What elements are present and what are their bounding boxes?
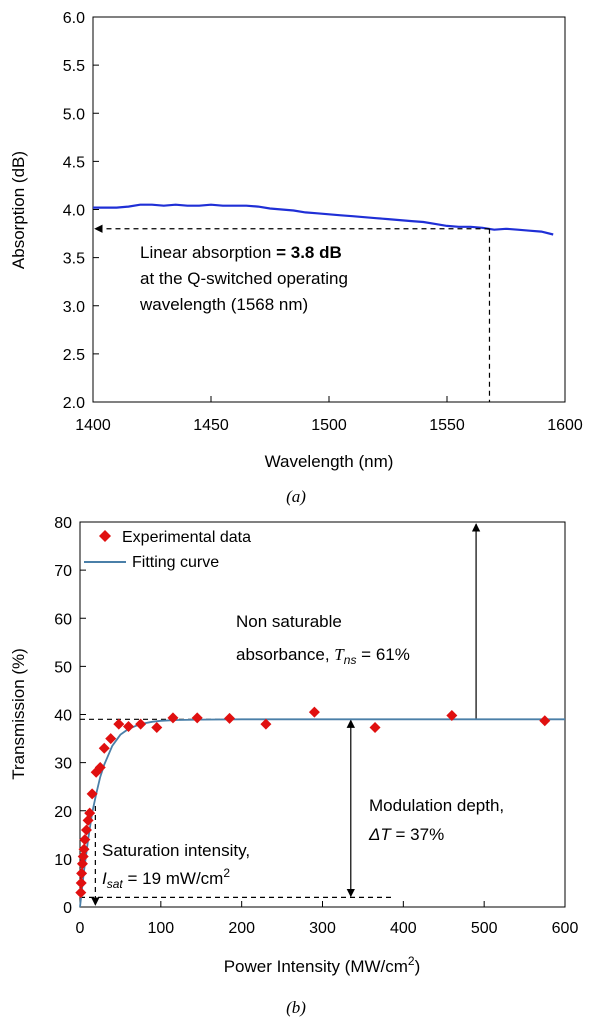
modulation-depth-line2: ΔT = 37% — [368, 825, 444, 844]
chart-b-x-tick-label: 500 — [471, 920, 498, 937]
chart-b-x-axis-label: Power Intensity (MW/cm2) — [224, 954, 421, 976]
experimental-data-point — [79, 834, 91, 846]
experimental-data-point — [260, 718, 272, 730]
experimental-data-point — [76, 858, 88, 870]
chart-b-x-tick-label: 600 — [552, 920, 579, 937]
experimental-data-point — [98, 742, 110, 754]
legend-label-experimental: Experimental data — [122, 529, 251, 546]
chart-b-caption: (b) — [286, 998, 306, 1017]
absorption-line — [93, 203, 554, 236]
chart-b-x-tick-label: 400 — [390, 920, 417, 937]
modulation-depth-line1: Modulation depth, — [369, 796, 504, 815]
experimental-data-point — [123, 721, 134, 733]
experimental-data-point — [75, 877, 87, 889]
chart-b-y-tick-label: 80 — [54, 515, 72, 532]
chart-b-legend: Experimental data Fitting curve — [84, 529, 251, 571]
experimental-data-point — [76, 867, 88, 879]
chart-b-x-tick-label: 100 — [147, 920, 174, 937]
chart-a-x-tick-label: 1550 — [429, 417, 465, 434]
chart-a-y-tick-label: 4.5 — [63, 154, 85, 171]
chart-a-annotation-line2: at the Q-switched operating — [140, 269, 348, 288]
chart-a: 2.0 2.5 3.0 3.5 4.0 4.5 5.0 5.5 6.0 1400 1450 1500… — [9, 10, 583, 506]
chart-a-x-tick-label: 1450 — [193, 417, 229, 434]
chart-a-x-axis-label: Wavelength (nm) — [265, 452, 394, 471]
experimental-data-point — [105, 733, 117, 745]
chart-b-x-tick-label: 0 — [76, 920, 85, 937]
experimental-data-point — [78, 843, 90, 855]
chart-b-y-tick-label: 50 — [54, 659, 72, 676]
experimental-data-point — [446, 709, 458, 721]
chart-b-y-tick-label: 0 — [63, 900, 72, 917]
experimental-data-point — [151, 721, 163, 733]
chart-b-x-tick-label: 200 — [228, 920, 255, 937]
experimental-data-point — [75, 887, 87, 899]
chart-a-x-ticks: 1400 1450 1500 1550 1600 — [75, 396, 583, 434]
chart-a-y-tick-label: 5.0 — [63, 106, 85, 123]
chart-a-y-tick-label: 4.0 — [63, 203, 85, 220]
experimental-data-point — [77, 850, 89, 862]
saturation-intensity-line2: Isat = 19 mW/cm2 — [102, 866, 230, 891]
legend-marker-experimental — [99, 530, 111, 542]
chart-a-x-tick-label: 1400 — [75, 417, 111, 434]
chart-b: 0 10 20 30 40 50 60 70 80 0 100 200 300 400 500 600 Ex… — [9, 515, 578, 1017]
chart-b-y-tick-label: 60 — [54, 611, 72, 628]
chart-a-y-tick-label: 3.0 — [63, 299, 85, 316]
experimental-data-point — [135, 718, 147, 730]
chart-a-y-tick-label: 3.5 — [63, 251, 85, 268]
chart-b-x-ticks: 0 100 200 300 400 500 600 — [76, 901, 579, 937]
experimental-data-point — [167, 712, 179, 724]
saturation-intensity-line1: Saturation intensity, — [102, 841, 250, 860]
experimental-data-point — [84, 807, 96, 819]
chart-b-y-tick-label: 10 — [54, 852, 72, 869]
chart-a-x-tick-label: 1500 — [311, 417, 347, 434]
chart-a-y-tick-label: 6.0 — [63, 10, 85, 27]
chart-a-y-tick-label: 5.5 — [63, 58, 85, 75]
experimental-data-point — [80, 824, 92, 836]
chart-a-y-ticks: 2.0 2.5 3.0 3.5 4.0 4.5 5.0 5.5 6.0 — [63, 10, 99, 412]
experimental-data-point — [113, 718, 125, 730]
experimental-data-point — [82, 814, 94, 826]
experimental-data-point — [308, 706, 320, 718]
chart-b-y-tick-label: 20 — [54, 804, 72, 821]
experimental-data-point — [369, 721, 381, 733]
experimental-data-points — [75, 706, 551, 899]
chart-a-annotation-line1: Linear absorption = 3.8 dB — [140, 243, 342, 262]
chart-a-y-tick-label: 2.5 — [63, 347, 85, 364]
experimental-data-point — [191, 712, 203, 724]
chart-a-frame — [92, 16, 566, 403]
experimental-data-point — [94, 761, 106, 773]
chart-b-x-tick-label: 300 — [309, 920, 336, 937]
chart-b-y-ticks: 0 10 20 30 40 50 60 70 80 — [54, 515, 86, 917]
legend-label-fitting: Fitting curve — [132, 554, 219, 571]
chart-a-y-tick-label: 2.0 — [63, 395, 85, 412]
chart-a-annotation-line3: wavelength (1568 nm) — [139, 295, 308, 314]
experimental-data-point — [86, 788, 98, 800]
non-saturable-line1: Non saturable — [236, 612, 342, 631]
chart-a-y-axis-label: Absorption (dB) — [9, 151, 28, 269]
chart-b-y-tick-label: 70 — [54, 563, 72, 580]
chart-a-x-tick-label: 1600 — [547, 417, 583, 434]
chart-b-y-tick-label: 30 — [54, 756, 72, 773]
experimental-data-point — [224, 712, 236, 724]
experimental-data-point — [539, 715, 551, 727]
non-saturable-line2: absorbance, Tns = 61% — [236, 645, 410, 667]
chart-b-y-axis-label: Transmission (%) — [9, 648, 28, 780]
chart-a-caption: (a) — [286, 487, 306, 506]
chart-b-y-tick-label: 40 — [54, 708, 72, 725]
